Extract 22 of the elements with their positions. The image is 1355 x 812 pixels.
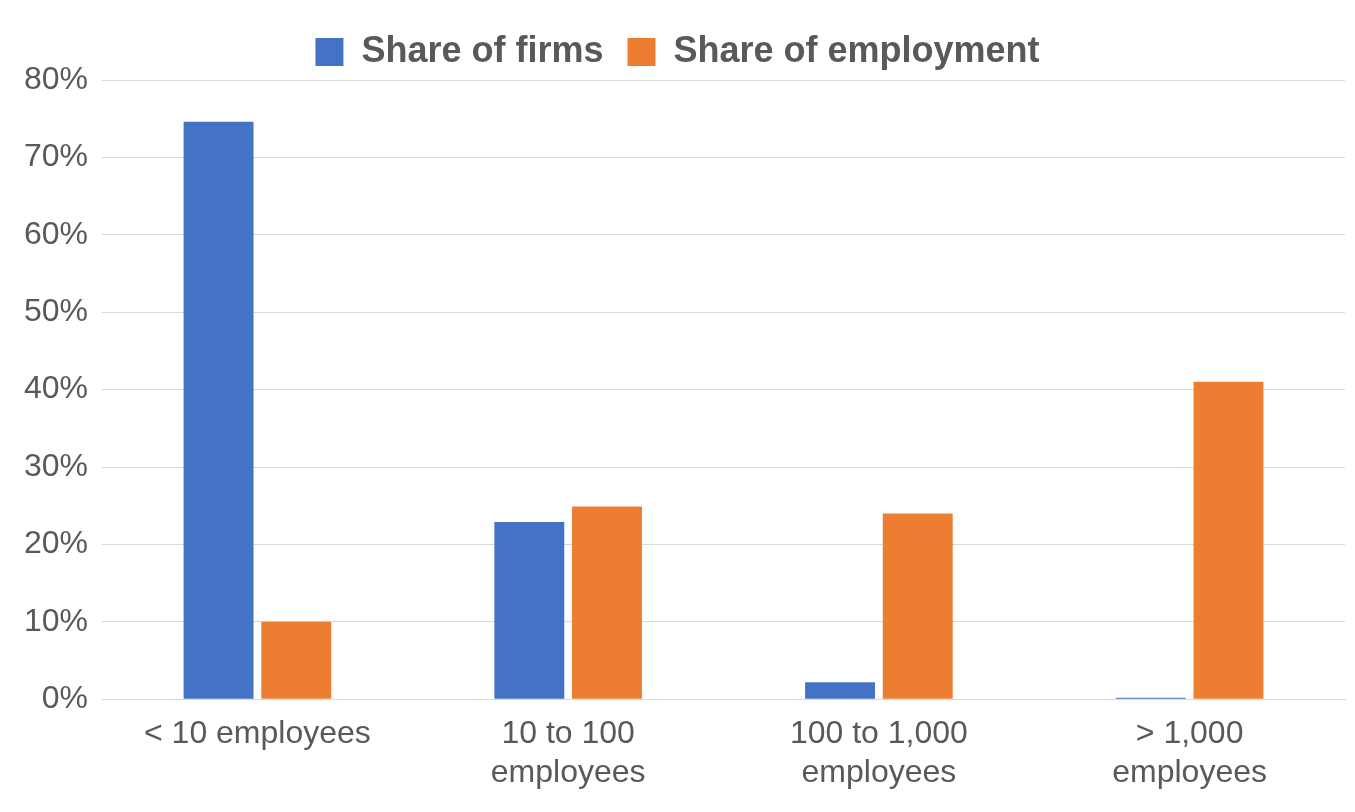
bar [261, 621, 332, 699]
bar [805, 682, 876, 699]
y-tick-label: 30% [24, 446, 89, 483]
x-tick-label: < 10 employees [144, 714, 371, 751]
y-tick-label: 80% [24, 59, 89, 96]
y-tick-label: 50% [24, 292, 89, 329]
legend-label: Share of firms [361, 28, 604, 70]
x-tick-label: 100 to 1,000 employees [789, 714, 968, 789]
legend-label: Share of employment [673, 28, 1040, 70]
bar [1193, 381, 1264, 699]
y-tick-label: 10% [24, 601, 89, 638]
bar [572, 506, 642, 699]
y-tick-label: 40% [24, 369, 89, 406]
y-tick-label: 20% [24, 524, 89, 561]
bar [882, 513, 953, 699]
x-tick-label: > 1,000 employees [1112, 714, 1268, 789]
y-tick-label: 70% [24, 137, 89, 174]
x-tick-label: 10 to 100 employees [490, 714, 646, 789]
bar [183, 121, 254, 699]
y-tick-label: 60% [24, 214, 89, 251]
y-tick-label: 0% [41, 679, 89, 716]
bar [494, 521, 565, 699]
